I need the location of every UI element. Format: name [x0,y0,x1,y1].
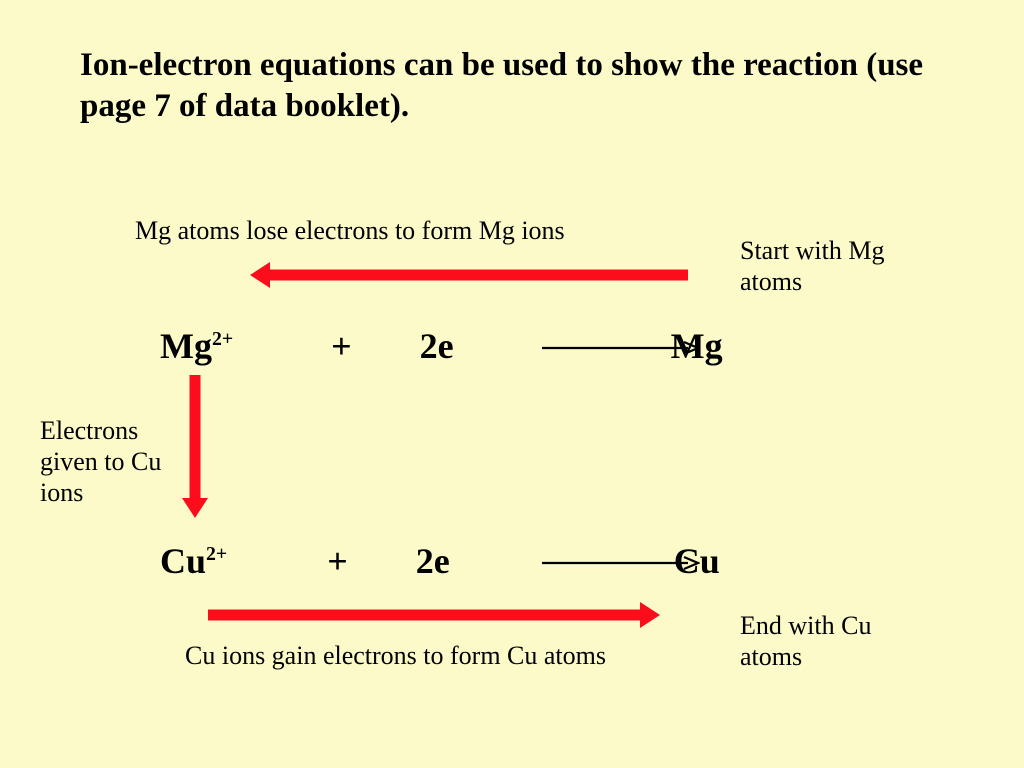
plus-sign: + [331,326,352,366]
annotation-end-cu: End with Cu atoms [740,610,910,672]
annotation-start-mg: Start with Mg atoms [740,235,910,297]
mg-electrons: 2e [420,326,454,366]
arrow-mg-reverse-icon [225,250,713,300]
mg-charge: 2+ [212,328,233,350]
plus-sign: + [327,541,348,581]
equation-mg: Mg2+ + 2e Mg [160,325,723,367]
arrow-cu-forward-icon [183,590,685,640]
annotation-electrons-to-cu: Electrons given to Cu ions [40,415,180,509]
arrow-electrons-down-icon [170,350,220,543]
slide-title: Ion-electron equations can be used to sh… [80,45,950,128]
cu-charge: 2+ [206,543,227,565]
reaction-arrow-icon [540,553,700,573]
cu-electrons: 2e [416,541,450,581]
annotation-mg-lose: Mg atoms lose electrons to form Mg ions [135,215,695,246]
slide-canvas: Ion-electron equations can be used to sh… [0,0,1024,768]
reaction-arrow-icon [540,338,700,358]
annotation-cu-gain: Cu ions gain electrons to form Cu atoms [185,640,745,671]
cu-ion: Cu [160,541,206,581]
equation-cu: Cu2+ + 2e Cu [160,540,720,582]
